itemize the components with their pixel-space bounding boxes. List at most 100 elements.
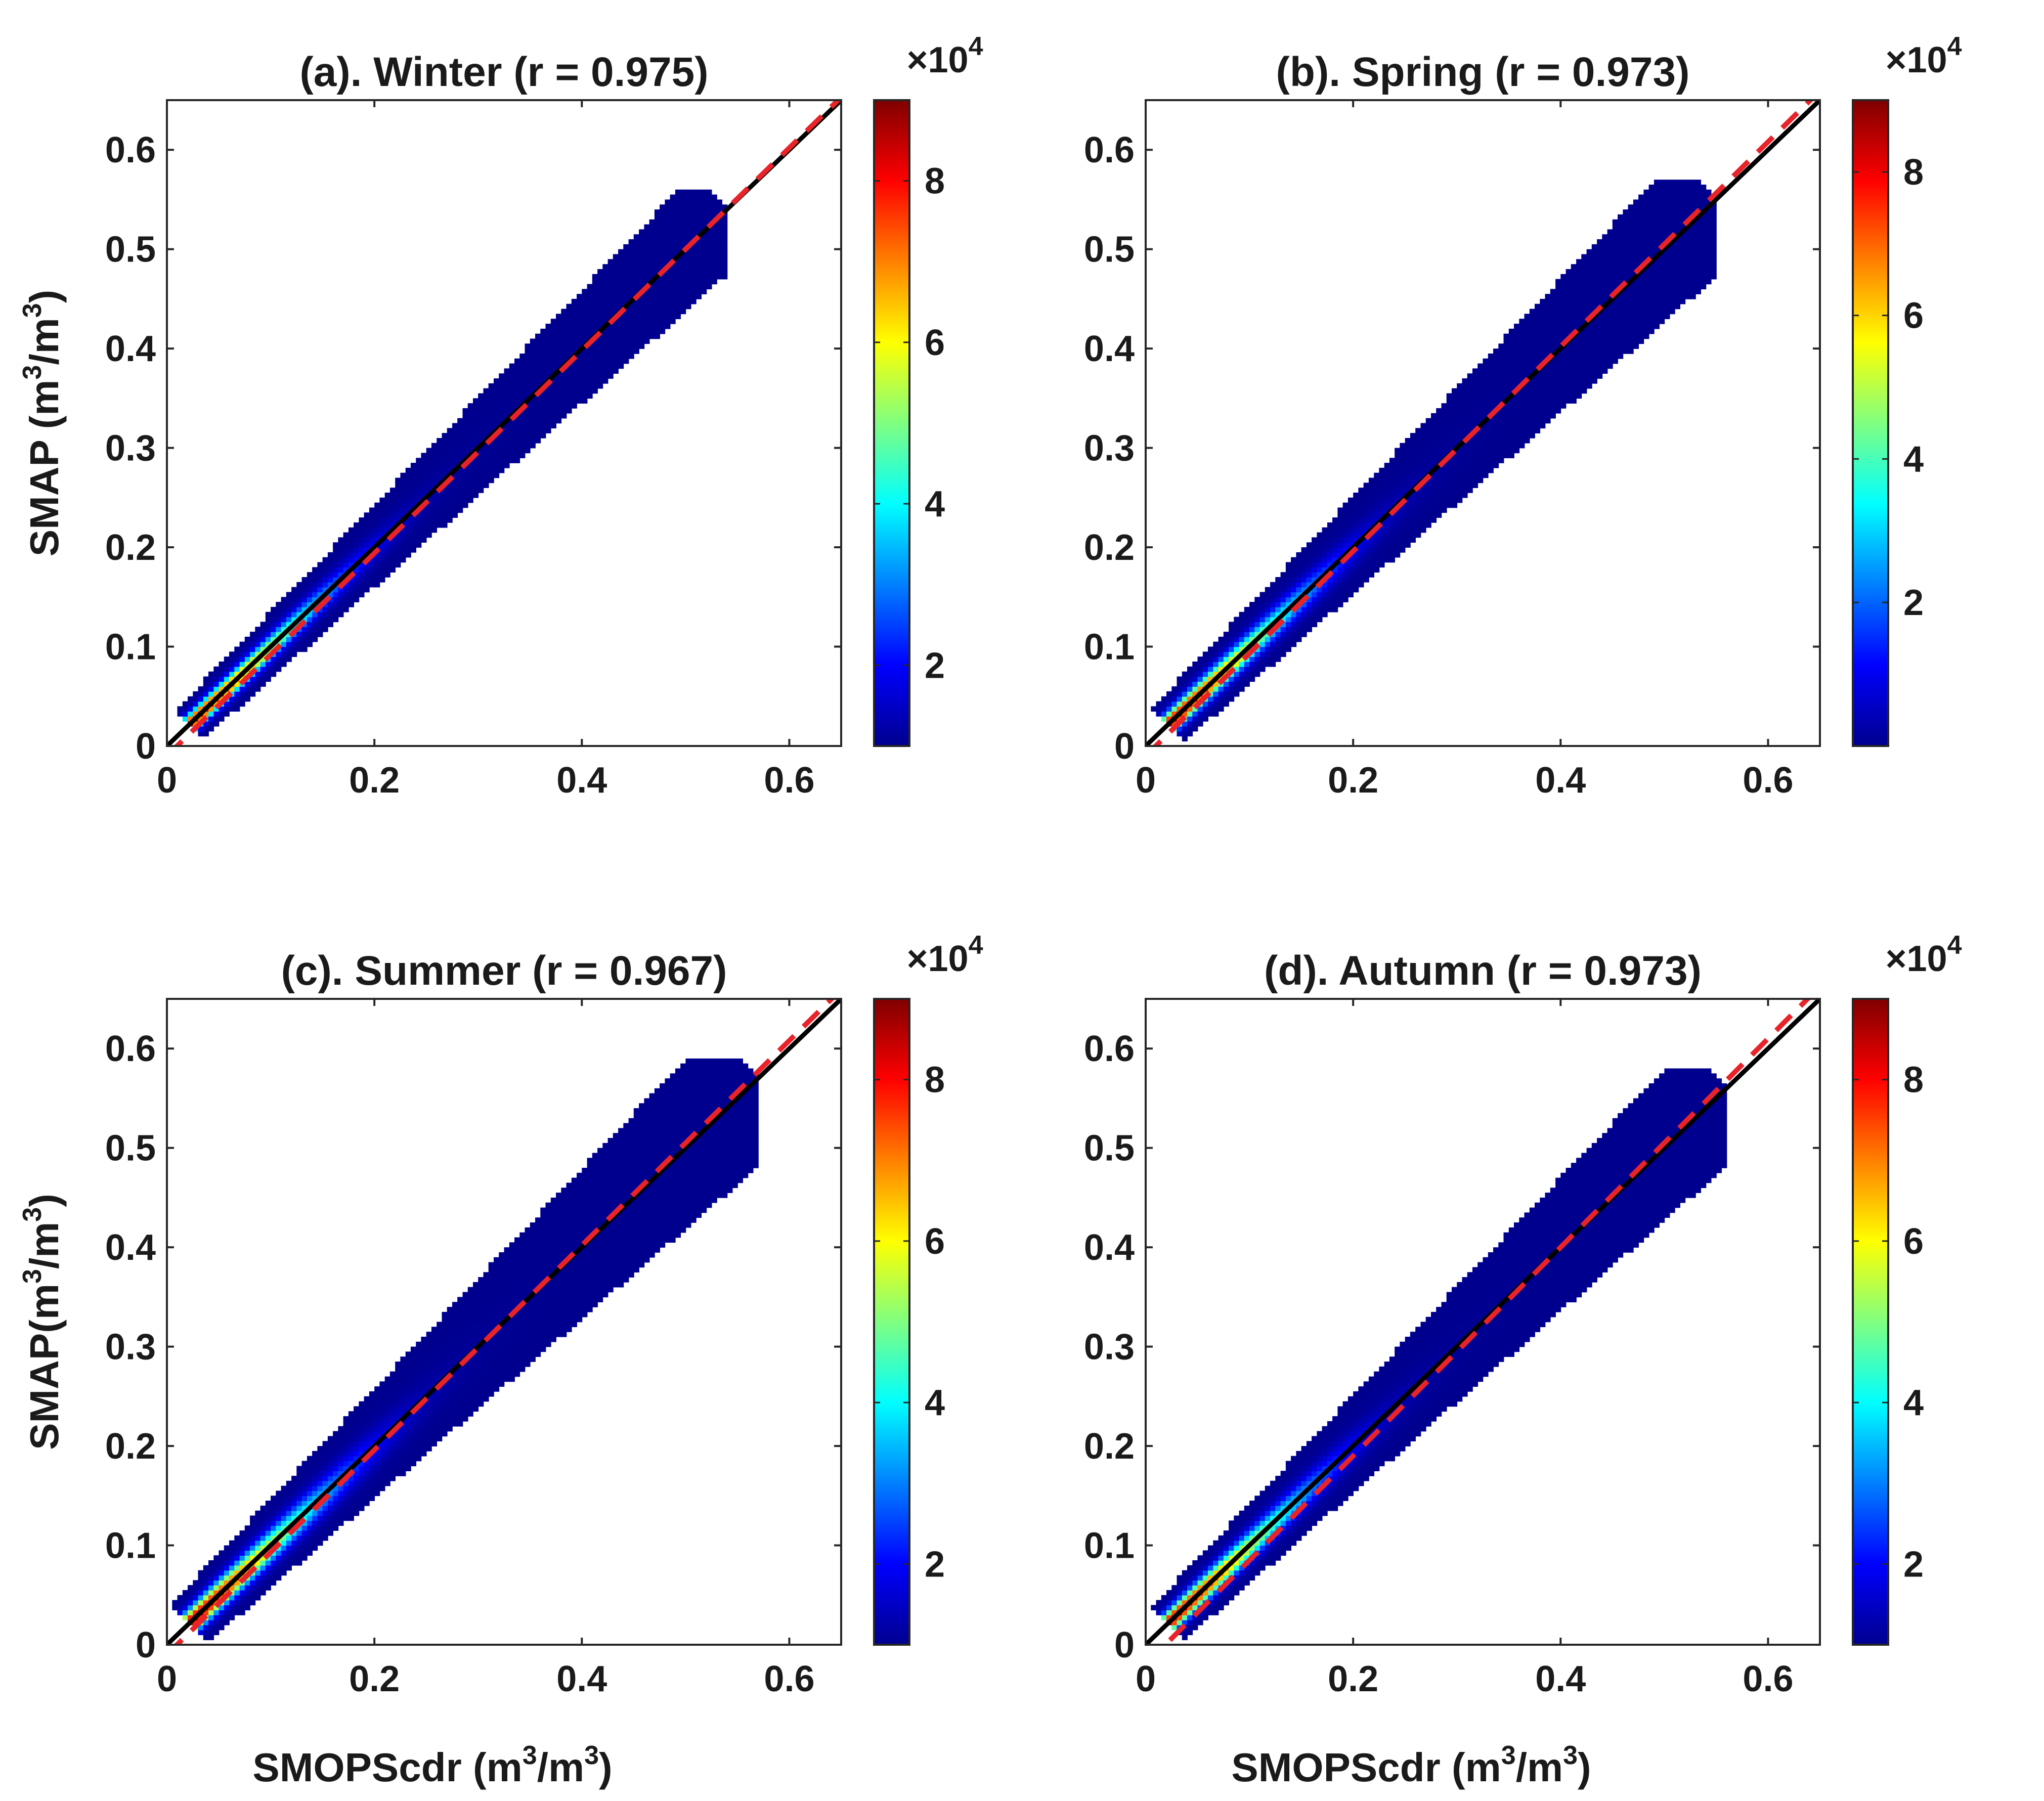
y-tick-label: 0 [1114, 726, 1135, 767]
x-axis-label-left-name: SMOPScdr [252, 1745, 461, 1790]
colorbar-multiplier: ×104 [906, 32, 983, 80]
x-tick-label: 0 [1136, 1659, 1156, 1699]
colorbar-frame [1852, 998, 1889, 1646]
x-tick-label: 0.4 [556, 760, 607, 801]
panel-4: 0 0.2 0.4 0.6 0 0.1 0.2 0.3 0.4 0.5 0.6 (d). Autumn… [1084, 931, 1962, 1699]
colorbar-frame [1852, 99, 1889, 747]
y-tick-label: 0 [136, 726, 156, 767]
x-tick-label: 0.2 [1328, 1659, 1378, 1699]
colorbar: 2 4 6 8 ×104 [1852, 32, 1962, 747]
colorbar-tick-label: 6 [1903, 1221, 1924, 1262]
x-axis-label-left: SMOPScdr (m3/m3) [252, 1741, 612, 1790]
colorbar-tick-label: 2 [1903, 1544, 1924, 1585]
y-axis-label: SMAP (m3/m3) [18, 290, 67, 557]
x-axis-label-right: SMOPScdr (m3/m3) [1231, 1741, 1591, 1790]
x-tick-label: 0.2 [1328, 760, 1378, 801]
x-tick-label: 0.2 [349, 760, 400, 801]
x-tick-label: 0 [157, 1659, 177, 1699]
x-tick-label: 0.6 [1743, 1659, 1793, 1699]
x-tick-label: 0 [157, 760, 177, 801]
colorbar: 2 4 6 8 ×104 [1852, 931, 1962, 1646]
x-tick-label: 0.6 [764, 760, 814, 801]
y-tick-label: 0.3 [1084, 1327, 1135, 1368]
y-tick-label: 0.5 [105, 230, 156, 270]
fit-line [173, 999, 836, 1645]
y-tick-label: 0.4 [1084, 1227, 1135, 1268]
colorbar-tick-label: 4 [1903, 1383, 1924, 1423]
colorbar-tick-label: 8 [1903, 1060, 1924, 1101]
one-to-one-line [167, 999, 841, 1645]
panel-title: (a). Winter (r = 0.975) [299, 49, 708, 95]
colorbar-tick-label: 6 [1903, 296, 1924, 336]
y-tick-label: 0.3 [105, 428, 156, 469]
one-to-one-line [1146, 999, 1820, 1645]
density-cloud [1151, 180, 1717, 741]
colorbar-gradient [1853, 100, 1888, 746]
panel-3: 0 0.2 0.4 0.6 0 0.1 0.2 0.3 0.4 0.5 0.6 (c). Summer… [18, 931, 983, 1699]
fit-line [1152, 100, 1814, 746]
colorbar-frame [873, 998, 910, 1646]
y-tick-label: 0.2 [1084, 528, 1135, 568]
panel-title: (d). Autumn (r = 0.973) [1264, 948, 1702, 994]
axes-frame [1145, 99, 1821, 747]
colorbar-multiplier: ×104 [1885, 32, 1962, 80]
one-to-one-line [1146, 100, 1820, 746]
fit-line [1162, 999, 1811, 1645]
colorbar: 2 4 6 8 ×104 [873, 931, 983, 1646]
colorbar-tick-label: 2 [925, 645, 945, 686]
colorbar-tick-label: 4 [925, 1383, 945, 1423]
colorbar-tick-label: 4 [1903, 439, 1924, 479]
y-tick-label: 0.6 [105, 130, 156, 170]
y-tick-label: 0.6 [1084, 130, 1135, 170]
y-tick-label: 0.4 [105, 1227, 156, 1268]
panel-title: (c). Summer (r = 0.967) [281, 948, 727, 994]
y-tick-label: 0.1 [105, 627, 156, 668]
y-tick-label: 0.5 [1084, 230, 1135, 270]
colorbar-gradient [874, 100, 909, 746]
y-tick-label: 0.6 [105, 1029, 156, 1069]
y-tick-label: 0.6 [1084, 1029, 1135, 1069]
panel-title: (b). Spring (r = 0.973) [1276, 49, 1690, 95]
y-tick-label: 0.4 [1084, 329, 1135, 369]
x-tick-label: 0 [1136, 760, 1156, 801]
y-tick-label: 0.2 [105, 1426, 156, 1467]
x-tick-label: 0.2 [349, 1659, 400, 1699]
one-to-one-line [167, 100, 841, 746]
y-tick-label: 0.2 [1084, 1426, 1135, 1467]
x-tick-label: 0.6 [764, 1659, 814, 1699]
colorbar-frame [873, 99, 910, 747]
colorbar: 2 4 6 8 ×104 [873, 32, 983, 747]
colorbar-tick-label: 2 [1903, 583, 1924, 623]
colorbar-gradient [1853, 999, 1888, 1645]
fit-line [173, 100, 841, 746]
density-cloud [1151, 1068, 1727, 1640]
y-tick-label: 0.1 [1084, 627, 1135, 668]
y-tick-label: 0.1 [105, 1526, 156, 1566]
x-tick-label: 0.4 [556, 1659, 607, 1699]
colorbar-tick-label: 4 [925, 484, 945, 524]
y-tick-label: 0.2 [105, 528, 156, 568]
y-tick-label: 0.3 [105, 1327, 156, 1368]
panel-1: 0 0.2 0.4 0.6 0 0.1 0.2 0.3 0.4 0.5 0.6 (a). Winter… [18, 32, 983, 801]
x-tick-label: 0.6 [1743, 760, 1793, 801]
y-tick-label: 0.3 [1084, 428, 1135, 469]
colorbar-tick-label: 8 [925, 161, 945, 202]
y-tick-label: 0.1 [1084, 1526, 1135, 1566]
colorbar-multiplier: ×104 [1885, 931, 1962, 979]
colorbar-tick-label: 6 [925, 323, 945, 363]
y-tick-label: 0.4 [105, 329, 156, 369]
x-tick-label: 0.4 [1535, 760, 1586, 801]
x-tick-label: 0.4 [1535, 1659, 1586, 1699]
colorbar-gradient [874, 999, 909, 1645]
y-tick-label: 0.5 [1084, 1128, 1135, 1169]
colorbar-tick-label: 8 [925, 1060, 945, 1101]
x-axis-labels: SMOPScdr (m3/m3) SMOPScdr (m3/m3) [252, 1741, 1591, 1790]
x-axis-label-right-name: SMOPScdr [1231, 1745, 1440, 1790]
panel-2: 0 0.2 0.4 0.6 0 0.1 0.2 0.3 0.4 0.5 0.6 (b). Spring… [1084, 32, 1962, 801]
y-tick-label: 0 [136, 1625, 156, 1665]
colorbar-tick-label: 8 [1903, 152, 1924, 193]
y-tick-label: 0.5 [105, 1128, 156, 1169]
y-tick-label: 0 [1114, 1625, 1135, 1665]
axes-frame [166, 99, 842, 747]
